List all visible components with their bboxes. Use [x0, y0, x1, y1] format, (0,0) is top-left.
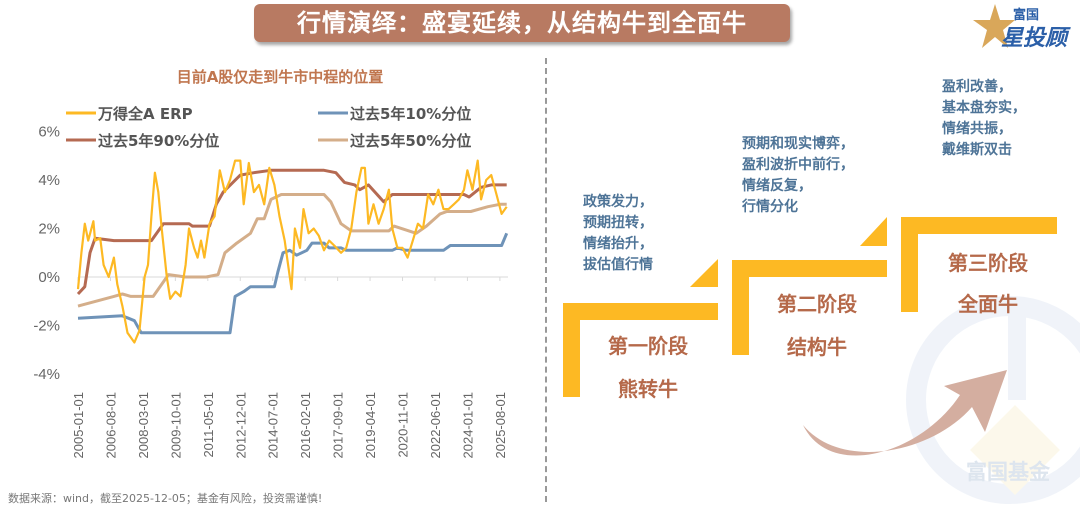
stage-1-name: 第一阶段: [608, 334, 688, 358]
x-tick-label: 2005-01-01: [71, 392, 86, 459]
stage-2-name: 第二阶段: [777, 292, 857, 316]
x-tick-label: 2022-06-01: [428, 392, 443, 459]
step-2-vertical: [732, 260, 749, 355]
x-tick-label: 2020-11-01: [396, 392, 411, 458]
x-tick-label: 2014-07-01: [266, 392, 281, 459]
stage-2-label: 结构牛: [787, 335, 847, 359]
legend-label: 过去5年90%分位: [98, 132, 219, 150]
legend-label: 过去5年50%分位: [350, 132, 471, 150]
logo-text-main: 星投顾: [1001, 26, 1068, 51]
stage-1-label: 熊转牛: [618, 377, 678, 401]
stage-2-description: 预期和现实博弈， 盈利波折中前行， 情绪反复， 行情分化: [742, 136, 854, 215]
step-2-horizontal: [732, 260, 887, 277]
data-source-note: 数据来源：wind，截至2025-12-05；基金有风险，投资需谨慎!: [8, 492, 323, 505]
x-tick-label: 2011-05-01: [201, 392, 216, 458]
logo-text-top: 富国: [1013, 8, 1040, 23]
y-tick-label: 0%: [38, 269, 60, 286]
watermark-logo: [906, 296, 1080, 504]
x-tick-label: 2008-03-01: [136, 392, 151, 459]
y-tick-label: 2%: [38, 221, 60, 238]
stage-1-description: 政策发力， 预期扭转， 情绪抬升， 拔估值行情: [583, 194, 653, 273]
rising-arrow: [803, 370, 1007, 456]
x-tick-label: 2019-04-01: [363, 392, 378, 459]
x-tick-label: 2012-12-01: [233, 392, 248, 459]
chart-title: 目前A股仅走到牛市中程的位置: [176, 68, 384, 86]
divider: [545, 58, 547, 502]
x-tick-label: 2016-02-01: [298, 392, 313, 459]
y-tick-label: 6%: [38, 124, 60, 141]
line-chart: 2005-01-01 2006-08-01 2008-03-01 2009-10-01…: [33, 105, 509, 459]
step-1-horizontal: [563, 303, 718, 320]
x-tick-label: 2006-08-01: [103, 392, 118, 459]
step-3-vertical: [901, 217, 918, 312]
series-line-0: [76, 159, 508, 344]
page-title: 行情演绎：盛宴延续，从结构牛到全面牛: [254, 4, 790, 42]
y-tick-label: 4%: [38, 172, 60, 189]
stage-3-name: 第三阶段: [948, 251, 1028, 275]
legend-label: 过去5年10%分位: [350, 105, 471, 123]
step-1-vertical: [563, 303, 580, 397]
step-2-triangle: [860, 217, 887, 246]
watermark-text: 富国基金: [966, 460, 1050, 484]
legend-label: 万得全A ERP: [97, 105, 193, 123]
stage-3-description: 盈利改善， 基本盘夯实， 情绪共振， 戴维斯双击: [942, 79, 1026, 158]
star-icon: [973, 4, 1015, 48]
stage-3-label: 全面牛: [958, 292, 1018, 316]
x-tick-label: 2017-09-01: [331, 392, 346, 459]
x-tick-label: 2024-01-01: [460, 392, 475, 459]
step-1-triangle: [690, 259, 718, 287]
x-tick-label: 2025-08-01: [493, 392, 508, 459]
logo: 富国 星投顾: [965, 2, 1075, 51]
y-tick-label: -2%: [33, 318, 60, 335]
x-tick-label: 2009-10-01: [168, 392, 183, 459]
step-3-horizontal: [901, 217, 1057, 234]
y-tick-label: -4%: [33, 366, 60, 383]
